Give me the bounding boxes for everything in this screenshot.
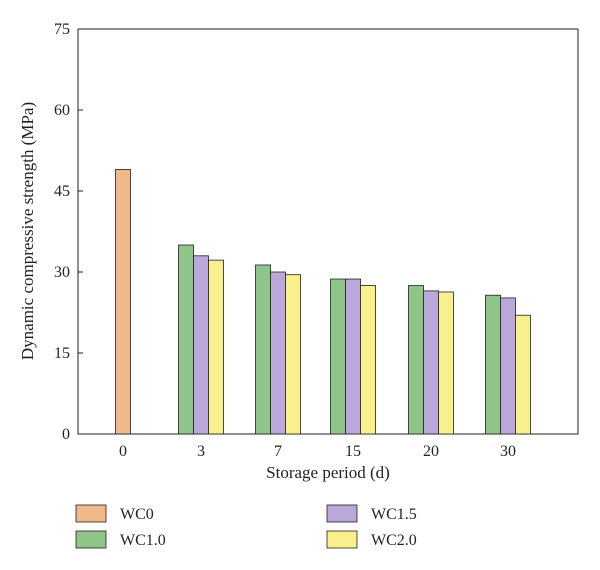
- bar-wc0-0: [115, 168, 131, 435]
- legend-swatch-wc1-5: [326, 504, 358, 523]
- y-axis-label: Dynamic compressive strength (MPa): [18, 102, 37, 360]
- bar-wc1-5-7: [270, 271, 286, 435]
- bar-wc1-5-30: [500, 297, 516, 435]
- y-tick-label: 30: [54, 264, 70, 281]
- bar-wc2-0-20: [438, 291, 454, 435]
- bar-wc2-0-3: [208, 259, 224, 435]
- x-tick-label: 7: [274, 443, 282, 460]
- bar-wc1-0-30: [485, 294, 501, 435]
- legend: WC0 WC1.0 WC1.5 WC2.0: [75, 504, 417, 549]
- bar-wc2-0-15: [360, 285, 376, 435]
- bars: [115, 168, 531, 435]
- y-tick-label: 45: [54, 183, 70, 200]
- bar-wc1-5-3: [193, 255, 209, 435]
- x-tick-label: 0: [119, 443, 127, 460]
- y-tick-label: 60: [54, 102, 70, 119]
- legend-label-wc0: WC0: [120, 506, 154, 523]
- bar-wc1-5-20: [423, 290, 439, 435]
- bar-wc2-0-30: [515, 314, 531, 435]
- bar-wc1-5-15: [345, 278, 361, 435]
- x-tick-label: 30: [500, 443, 516, 460]
- y-tick-label: 75: [54, 21, 70, 38]
- legend-label-wc1-0: WC1.0: [120, 532, 166, 549]
- legend-label-wc2-0: WC2.0: [371, 532, 417, 549]
- bar-wc1-0-15: [330, 278, 346, 435]
- legend-swatch-wc1-0: [75, 530, 107, 549]
- legend-swatch-wc2-0: [326, 530, 358, 549]
- x-tick-label: 15: [345, 443, 361, 460]
- y-tick-label: 0: [62, 426, 70, 443]
- bar-wc2-0-7: [285, 274, 301, 435]
- bar-wc1-0-3: [178, 244, 194, 435]
- x-tick-label: 20: [423, 443, 439, 460]
- bar-wc1-0-20: [408, 285, 424, 435]
- legend-swatch-wc0: [75, 504, 107, 523]
- bar-wc1-0-7: [255, 264, 271, 435]
- x-axis: 0 3 7 15 20 30: [119, 429, 516, 460]
- x-axis-label: Storage period (d): [266, 463, 390, 482]
- legend-label-wc1-5: WC1.5: [371, 506, 417, 523]
- y-axis: 0 15 30 45 60 75: [54, 21, 83, 443]
- y-tick-label: 15: [54, 345, 70, 362]
- x-tick-label: 3: [197, 443, 205, 460]
